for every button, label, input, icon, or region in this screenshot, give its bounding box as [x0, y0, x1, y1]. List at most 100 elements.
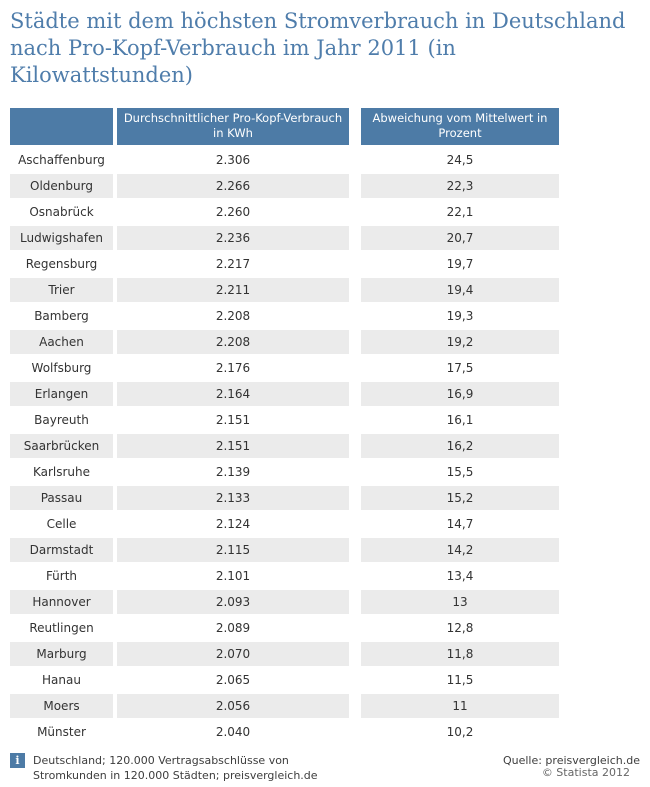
data-table: Durchschnittlicher Pro-Kopf-Verbrauch in…: [10, 107, 559, 746]
table-row: Fürth 2.101 13,4: [10, 563, 559, 590]
deviation-value-cell: 13,4: [361, 563, 559, 590]
deviation-value-cell: 15,2: [361, 485, 559, 512]
kwh-value-cell: 2.089: [117, 615, 361, 642]
table-row: Wolfsburg 2.176 17,5: [10, 355, 559, 382]
footnote-block: i Deutschland; 120.000 Vertragsabschlüss…: [10, 752, 335, 784]
table-row: Oldenburg 2.266 22,3: [10, 173, 559, 200]
footer: i Deutschland; 120.000 Vertragsabschlüss…: [10, 752, 640, 784]
table-row: Bamberg 2.208 19,3: [10, 303, 559, 330]
kwh-value-cell: 2.211: [117, 277, 361, 304]
deviation-value-cell: 11,8: [361, 641, 559, 668]
city-cell: Regensburg: [10, 251, 117, 278]
deviation-value-cell: 19,3: [361, 303, 559, 330]
table-row: Bayreuth 2.151 16,1: [10, 407, 559, 434]
copyright-text: © Statista 2012: [541, 766, 630, 779]
deviation-value-cell: 10,2: [361, 719, 559, 746]
kwh-value-cell: 2.070: [117, 641, 361, 668]
deviation-value-cell: 16,9: [361, 381, 559, 408]
kwh-value-cell: 2.151: [117, 433, 361, 460]
deviation-value-cell: 17,5: [361, 355, 559, 382]
kwh-value-cell: 2.040: [117, 719, 361, 746]
table-row: Hannover 2.093 13: [10, 589, 559, 616]
table-row: Aachen 2.208 19,2: [10, 329, 559, 356]
city-cell: Marburg: [10, 641, 117, 668]
city-cell: Celle: [10, 511, 117, 538]
kwh-value-cell: 2.208: [117, 303, 361, 330]
kwh-value-cell: 2.208: [117, 329, 361, 356]
city-cell: Fürth: [10, 563, 117, 590]
city-cell: Bayreuth: [10, 407, 117, 434]
deviation-value-cell: 19,7: [361, 251, 559, 278]
kwh-value-cell: 2.151: [117, 407, 361, 434]
kwh-value-cell: 2.217: [117, 251, 361, 278]
city-cell: Saarbrücken: [10, 433, 117, 460]
column-header-deviation: Abweichung vom Mittelwert in Prozent: [361, 107, 559, 148]
city-cell: Hannover: [10, 589, 117, 616]
city-cell: Aschaffenburg: [10, 147, 117, 174]
kwh-value-cell: 2.056: [117, 693, 361, 720]
city-cell: Aachen: [10, 329, 117, 356]
kwh-value-cell: 2.139: [117, 459, 361, 486]
kwh-value-cell: 2.306: [117, 147, 361, 174]
kwh-value-cell: 2.164: [117, 381, 361, 408]
table-row: Saarbrücken 2.151 16,2: [10, 433, 559, 460]
source-text: Quelle: preisvergleich.de: [502, 753, 640, 767]
table-row: Ludwigshafen 2.236 20,7: [10, 225, 559, 252]
deviation-value-cell: 19,2: [361, 329, 559, 356]
deviation-value-cell: 22,1: [361, 199, 559, 226]
page-title: Städte mit dem höchsten Stromverbrauch i…: [10, 9, 626, 87]
kwh-value-cell: 2.133: [117, 485, 361, 512]
deviation-value-cell: 14,2: [361, 537, 559, 564]
city-cell: Trier: [10, 277, 117, 304]
table-row: Moers 2.056 11: [10, 693, 559, 720]
kwh-value-cell: 2.115: [117, 537, 361, 564]
city-cell: Darmstadt: [10, 537, 117, 564]
deviation-value-cell: 19,4: [361, 277, 559, 304]
table-row: Erlangen 2.164 16,9: [10, 381, 559, 408]
table-row: Trier 2.211 19,4: [10, 277, 559, 304]
deviation-value-cell: 13: [361, 589, 559, 616]
city-cell: Moers: [10, 693, 117, 720]
deviation-value-cell: 16,2: [361, 433, 559, 460]
table-body: Aschaffenburg 2.306 24,5 Oldenburg 2.266…: [10, 147, 559, 746]
city-cell: Passau: [10, 485, 117, 512]
city-cell: Hanau: [10, 667, 117, 694]
info-icon[interactable]: i: [10, 752, 25, 768]
table-row: Reutlingen 2.089 12,8: [10, 615, 559, 642]
deviation-value-cell: 15,5: [361, 459, 559, 486]
kwh-value-cell: 2.176: [117, 355, 361, 382]
kwh-value-cell: 2.236: [117, 225, 361, 252]
table-row: Celle 2.124 14,7: [10, 511, 559, 538]
kwh-value-cell: 2.101: [117, 563, 361, 590]
table-row: Marburg 2.070 11,8: [10, 641, 559, 668]
city-cell: Reutlingen: [10, 615, 117, 642]
table-row: Darmstadt 2.115 14,2: [10, 537, 559, 564]
deviation-value-cell: 16,1: [361, 407, 559, 434]
table-row: Passau 2.133 15,2: [10, 485, 559, 512]
deviation-value-cell: 22,3: [361, 173, 559, 200]
city-cell: Erlangen: [10, 381, 117, 408]
table-row: Münster 2.040 10,2: [10, 719, 559, 746]
table-header: Durchschnittlicher Pro-Kopf-Verbrauch in…: [10, 107, 559, 148]
table-row: Aschaffenburg 2.306 24,5: [10, 147, 559, 174]
kwh-value-cell: 2.093: [117, 589, 361, 616]
column-header-city: [10, 107, 117, 148]
deviation-value-cell: 24,5: [361, 147, 559, 174]
table-row: Osnabrück 2.260 22,1: [10, 199, 559, 226]
kwh-value-cell: 2.124: [117, 511, 361, 538]
city-cell: Osnabrück: [10, 199, 117, 226]
city-cell: Bamberg: [10, 303, 117, 330]
table-header-row: Durchschnittlicher Pro-Kopf-Verbrauch in…: [10, 107, 559, 148]
deviation-value-cell: 12,8: [361, 615, 559, 642]
deviation-value-cell: 11,5: [361, 667, 559, 694]
table-row: Karlsruhe 2.139 15,5: [10, 459, 559, 486]
city-cell: Ludwigshafen: [10, 225, 117, 252]
city-cell: Wolfsburg: [10, 355, 117, 382]
footnote-text: Deutschland; 120.000 Vertragsabschlüsse …: [33, 753, 318, 783]
table-row: Regensburg 2.217 19,7: [10, 251, 559, 278]
kwh-value-cell: 2.260: [117, 199, 361, 226]
column-header-kwh: Durchschnittlicher Pro-Kopf-Verbrauch in…: [117, 107, 361, 148]
deviation-value-cell: 14,7: [361, 511, 559, 538]
table-row: Hanau 2.065 11,5: [10, 667, 559, 694]
